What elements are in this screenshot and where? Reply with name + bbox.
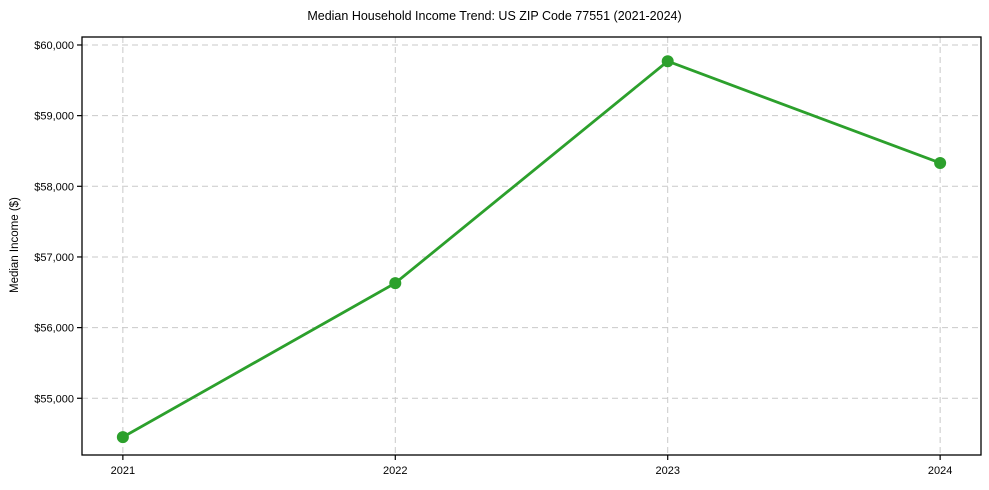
chart-title: Median Household Income Trend: US ZIP Co… [307, 9, 682, 23]
y-tick-label: $57,000 [34, 252, 74, 264]
y-tick-label: $56,000 [34, 323, 74, 335]
data-point-marker [116, 431, 129, 444]
plot-frame [81, 36, 982, 456]
data-line [121, 59, 942, 439]
gridlines [82, 37, 981, 455]
data-point-marker [389, 277, 402, 290]
y-tick-label: $60,000 [34, 40, 74, 52]
axis-ticks: $55,000 $56,000 $57,000 $58,000 $59,000 $60,0… [34, 40, 952, 477]
x-tick-label: 2023 [655, 465, 679, 477]
data-point-marker [661, 55, 674, 68]
x-tick-label: 2024 [928, 465, 952, 477]
data-point-marker [934, 156, 947, 169]
y-tick-label: $55,000 [34, 393, 74, 405]
x-tick-label: 2022 [383, 465, 407, 477]
y-tick-label: $58,000 [34, 181, 74, 193]
y-tick-label: $59,000 [34, 111, 74, 123]
x-tick-label: 2021 [111, 465, 135, 477]
y-axis-label: Median Income ($) [9, 197, 21, 293]
